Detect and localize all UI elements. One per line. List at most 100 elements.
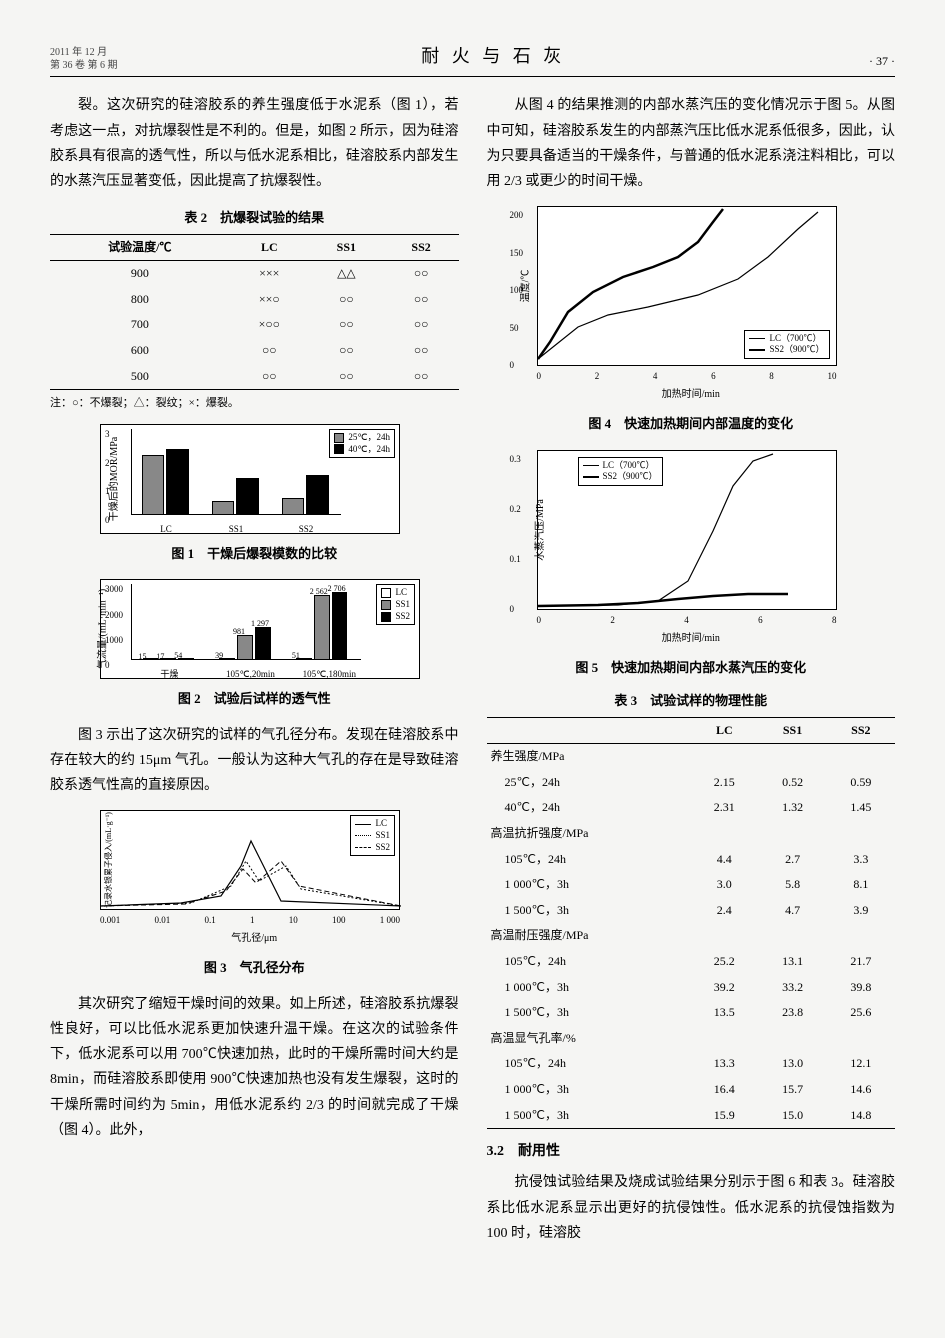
fig3-legend: LC SS1 SS2 [350, 815, 395, 856]
table-cell: 500 [50, 364, 230, 390]
table-row: 105℃，24h25.213.121.7 [487, 949, 896, 975]
header-left: 2011 年 12 月 第 36 卷 第 6 期 [50, 46, 118, 72]
legend-swatch [381, 588, 391, 598]
t3-h0 [487, 717, 691, 744]
table-cell: 600 [50, 338, 230, 364]
table-cell: ○○ [230, 338, 309, 364]
table-cell: 15.0 [758, 1103, 826, 1129]
group-title: 养生强度/MPa [487, 744, 896, 770]
table-row: 600○○○○○○ [50, 338, 459, 364]
group-title: 高温抗折强度/MPa [487, 821, 896, 847]
legend-swatch [334, 433, 344, 443]
legend-label: 25℃，24h [348, 432, 390, 444]
table-group-row: 养生强度/MPa [487, 744, 896, 770]
bar [255, 627, 271, 660]
table-cell: ×○○ [230, 312, 309, 338]
table-cell: 25.6 [827, 1000, 895, 1026]
table-cell: 25℃，24h [487, 770, 691, 796]
ytick: 0 [510, 357, 515, 373]
fig5-xlabel: 加热时间/min [487, 630, 896, 648]
xtick: 2 [610, 612, 615, 628]
table-row: 500○○○○○○ [50, 364, 459, 390]
bar [314, 595, 330, 660]
fig4-legend-lc: LC（700℃） [769, 333, 821, 345]
table3: LC SS1 SS2 养生强度/MPa25℃，24h2.150.520.5940… [487, 717, 896, 1130]
table-cell: △△ [309, 261, 384, 287]
table-row: 800××○○○○○ [50, 287, 459, 313]
table-cell: ○○ [230, 364, 309, 390]
xtick: SS1 [216, 521, 256, 537]
table-row: 700×○○○○○○ [50, 312, 459, 338]
table-row: 1 500℃，3h2.44.73.9 [487, 898, 896, 924]
legend-label: SS2 [395, 611, 410, 623]
table-cell: 13.5 [690, 1000, 758, 1026]
table-cell: 105℃，24h [487, 847, 691, 873]
table-cell: 39.2 [690, 975, 758, 1001]
table3-head: LC SS1 SS2 [487, 717, 896, 744]
table2-caption: 表 2 抗爆裂试验的结果 [50, 206, 459, 229]
table-cell: ○○ [309, 338, 384, 364]
legend-label: 40℃，24h [348, 444, 390, 456]
xtick: 105℃,20min [226, 666, 266, 682]
legend-row: SS2 [381, 611, 410, 623]
table-cell: 33.2 [758, 975, 826, 1001]
table-cell: 15.7 [758, 1077, 826, 1103]
table2: 试验温度/℃ LC SS1 SS2 900×××△△○○800××○○○○○70… [50, 234, 459, 391]
xtick: SS2 [286, 521, 326, 537]
table-cell: 700 [50, 312, 230, 338]
legend-label: SS1 [395, 599, 410, 611]
fig5-xticks: 02468 [537, 612, 837, 628]
bar [212, 501, 235, 515]
fig4-caption: 图 4 快速加热期间内部温度的变化 [487, 412, 896, 435]
xtick: 0.1 [205, 912, 216, 928]
xtick: 2 [595, 368, 600, 384]
fig3-xticks: 0.0010.010.11101001 000 [100, 912, 400, 928]
legend-row: 25℃，24h [334, 432, 390, 444]
xtick: 100 [332, 912, 346, 928]
xtick: 8 [832, 612, 837, 628]
table-cell: 40℃，24h [487, 795, 691, 821]
table-cell: ○○ [384, 364, 459, 390]
page-number: · 37 · [869, 51, 895, 73]
bar-value-label: 51 [292, 649, 300, 663]
table-cell: 2.7 [758, 847, 826, 873]
table-cell: ○○ [384, 338, 459, 364]
table-cell: 4.4 [690, 847, 758, 873]
section-3-2-head: 3.2 耐用性 [487, 1139, 896, 1164]
table-cell: 1.32 [758, 795, 826, 821]
table3-caption: 表 3 试验试样的物理性能 [487, 689, 896, 712]
xtick: 10 [289, 912, 298, 928]
xtick: LC [146, 521, 186, 537]
group-title: 高温耐压强度/MPa [487, 923, 896, 949]
bar [332, 592, 348, 661]
table-row: 1 000℃，3h39.233.239.8 [487, 975, 896, 1001]
bar-value-label: 15 [139, 650, 147, 664]
legend-swatch [381, 600, 391, 610]
t3-h3: SS2 [827, 717, 895, 744]
xtick: 8 [769, 368, 774, 384]
fig5-legend: LC（700℃） SS2（900℃） [578, 457, 663, 486]
fig4-xlabel: 加热时间/min [487, 386, 896, 404]
legend-swatch [381, 612, 391, 622]
table-row: 1 500℃，3h13.523.825.6 [487, 1000, 896, 1026]
fig3-xlabel: 气孔径/μm [50, 930, 459, 948]
bar-value-label: 1 297 [251, 617, 269, 631]
two-column-layout: 裂。这次研究的硅溶胶系的养生强度低于水泥系（图 1），若考虑这一点，对抗爆裂性是… [50, 93, 895, 1258]
table-cell: ○○ [384, 261, 459, 287]
fig2-ylabel: 气流量/(mL·min⁻¹) [94, 589, 112, 670]
table-cell: 12.1 [827, 1051, 895, 1077]
fig5-ylabel: 水蒸汽压/MPa [531, 499, 549, 561]
table-cell: 0.52 [758, 770, 826, 796]
ytick: 3 [105, 426, 110, 442]
fig5-chart: 水蒸汽压/MPa LC（700℃） SS2（900℃） 00.10.20.3 [537, 450, 837, 610]
ytick: 2000 [105, 607, 123, 623]
bar [236, 478, 259, 515]
table-cell: 1 500℃，3h [487, 898, 691, 924]
ytick: 100 [510, 282, 524, 298]
legend: LCSS1SS2 [376, 584, 415, 625]
t3-h2: SS1 [758, 717, 826, 744]
table-cell: 2.31 [690, 795, 758, 821]
ytick: 0 [510, 601, 515, 617]
legend-row: 40℃，24h [334, 444, 390, 456]
bar [142, 455, 165, 515]
